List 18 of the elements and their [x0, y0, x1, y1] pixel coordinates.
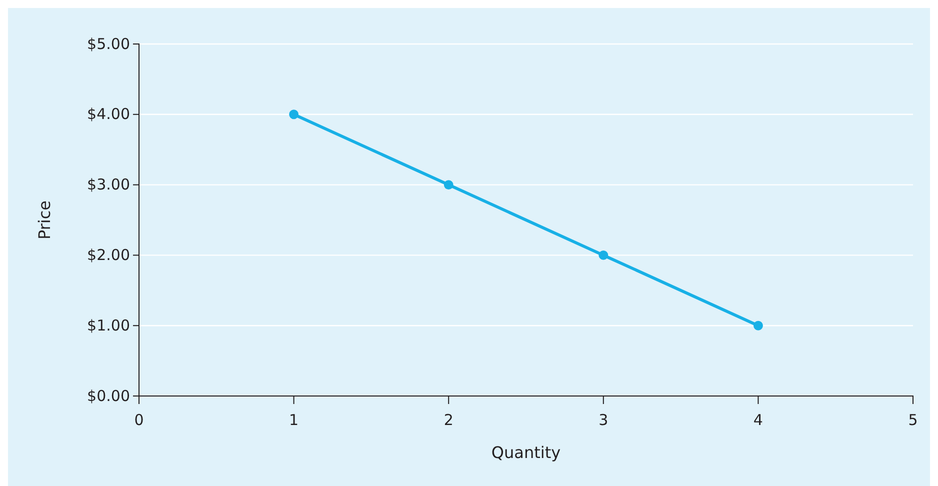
- y-tick-label: $3.00: [87, 176, 130, 194]
- point: [598, 250, 608, 260]
- y-tick-label: $2.00: [87, 246, 130, 264]
- x-axis-title: Quantity: [491, 443, 561, 462]
- x-tick-label: 5: [908, 411, 918, 429]
- point: [444, 180, 454, 190]
- y-tick-label: $1.00: [87, 316, 130, 334]
- x-tick-label: 1: [289, 411, 299, 429]
- x-tick-label: 4: [753, 411, 763, 429]
- x-tick-label: 0: [134, 411, 144, 429]
- y-tick-label: $5.00: [87, 34, 130, 53]
- point: [289, 110, 299, 120]
- y-tick-label: $0.00: [87, 386, 130, 405]
- x-tick-label: 3: [598, 411, 608, 429]
- point: [753, 320, 763, 330]
- y-axis-title: Price: [35, 200, 54, 240]
- y-tick-label: $4.00: [87, 105, 130, 124]
- x-tick-label: 2: [444, 411, 454, 429]
